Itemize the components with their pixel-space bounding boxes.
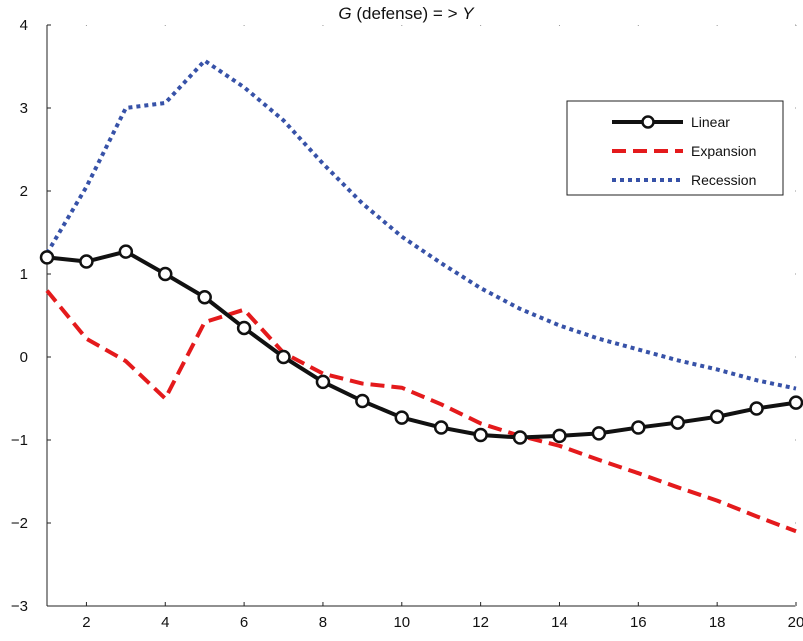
data-point-linear [631,420,646,435]
legend-label-recession: Recession [691,172,756,188]
y-tick-label: 0 [20,349,28,366]
x-tick-label: 2 [82,614,90,631]
y-tick-label: 2 [20,183,28,200]
x-tick-label: 20 [788,614,803,631]
legend-label-expansion: Expansion [691,143,756,159]
data-point-linear [591,426,607,441]
series-line-expansion [45,289,797,534]
legend: Linear Expansion Recession [566,100,784,196]
data-point-linear [788,395,803,410]
x-tick-label: 18 [709,614,726,631]
legend-box [566,100,784,196]
data-point-linear [276,349,291,365]
data-point-linear [670,415,685,430]
chart-title: G (defense) = > Y [338,4,475,23]
y-tick-label: 1 [20,266,28,283]
x-tick-label: 14 [551,614,568,631]
series-line-linear [46,249,797,440]
x-tick-label: 16 [630,614,647,631]
y-tick-label: −2 [11,515,28,532]
data-point-linear [473,427,488,443]
data-point-linear [709,409,725,425]
legend-marker-linear [641,115,655,129]
data-point-linear [236,320,252,336]
x-tick-label: 6 [240,614,248,631]
data-point-linear [197,289,212,305]
x-tick-label: 8 [319,614,327,631]
y-tick-label: 3 [20,100,28,117]
x-tick-label: 4 [161,614,169,631]
data-point-linear [355,393,370,409]
data-point-linear [39,250,55,265]
series-line-recession [45,58,797,391]
data-point-linear [749,401,764,416]
data-point-linear [79,254,94,269]
data-point-linear [433,420,449,435]
data-point-linear [552,428,567,444]
legend-label-linear: Linear [691,114,730,130]
data-point-linear [512,430,528,445]
data-point-linear [158,266,173,282]
x-tick-label: 12 [472,614,489,631]
data-point-linear [315,374,331,390]
x-tick-label: 10 [393,614,410,631]
data-point-linear [394,410,410,425]
y-tick-label: −3 [11,598,28,615]
data-point-linear [118,244,134,259]
y-tick-label: 4 [20,17,28,34]
y-tick-label: −1 [11,432,28,449]
